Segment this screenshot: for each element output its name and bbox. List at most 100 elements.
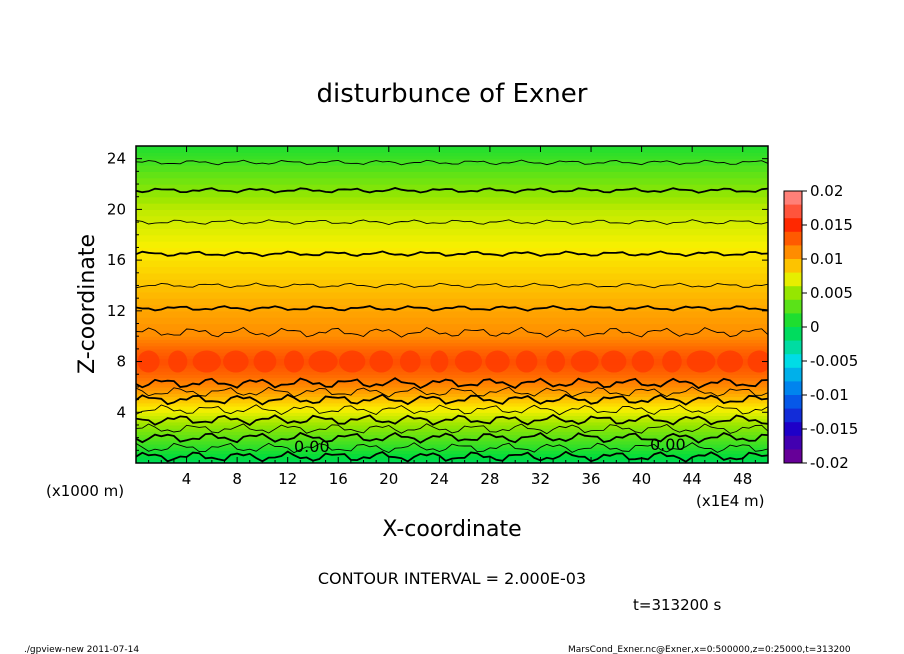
color-band	[136, 222, 768, 230]
x-tick-label: 32	[531, 470, 550, 488]
contour-line	[136, 377, 768, 390]
x-tick-label: 40	[632, 470, 651, 488]
color-band	[136, 358, 768, 363]
color-band	[136, 380, 768, 385]
color-band	[136, 149, 768, 153]
y-tick-label: 20	[107, 200, 126, 218]
color-band	[136, 450, 768, 455]
x-tick-label: 36	[581, 470, 600, 488]
footer-left: ./gpview-new 2011-07-14	[24, 645, 139, 654]
chart-title: disturbunce of Exner	[317, 79, 588, 109]
color-band	[136, 279, 768, 287]
color-band	[136, 171, 768, 179]
contour-label-1: 0.00	[294, 437, 330, 456]
max-blob	[223, 350, 249, 373]
color-band	[136, 146, 768, 150]
colorbar-swatch	[784, 435, 802, 450]
colorbar-swatch	[784, 327, 802, 341]
colorbar-swatch	[784, 354, 802, 369]
x-tick-label: 8	[232, 470, 242, 488]
color-band	[136, 348, 768, 353]
color-band	[136, 190, 768, 198]
x-tick-label: 12	[278, 470, 297, 488]
color-band	[136, 443, 768, 448]
contour-line	[136, 282, 768, 289]
colorbar-swatch	[784, 191, 802, 205]
contour-line	[136, 393, 768, 406]
max-blob	[747, 350, 768, 373]
colorbar-tick-label: 0	[810, 318, 820, 336]
color-band	[136, 184, 768, 191]
colorbar-swatch	[784, 395, 802, 409]
color-band	[136, 310, 768, 318]
color-band	[136, 253, 768, 261]
y-tick-label: 24	[107, 150, 126, 168]
color-band	[136, 228, 768, 236]
color-band	[136, 361, 768, 366]
x-tick-label: 44	[683, 470, 702, 488]
color-band	[136, 291, 768, 299]
colorbar-tick-label: 0.02	[810, 182, 843, 200]
x-axis-ticks: 4 8 12 16 20 24 28 32 36 40 44 48	[148, 146, 756, 488]
color-band	[136, 158, 768, 166]
y-axis-label: Z-coordinate	[75, 234, 100, 374]
contour-line	[136, 187, 768, 194]
color-band	[136, 453, 768, 458]
max-blob	[570, 350, 599, 373]
color-band	[136, 374, 768, 379]
colorbar-tick-label: 0.015	[810, 216, 853, 234]
colorbar-swatch	[784, 422, 802, 437]
max-blob	[338, 350, 366, 373]
color-band	[136, 298, 768, 306]
colorbar-tick-label: -0.01	[810, 386, 849, 404]
color-band	[136, 177, 768, 185]
contour-lines	[136, 159, 768, 463]
colorbar-tick-label: -0.015	[810, 420, 858, 438]
color-band	[136, 437, 768, 442]
y-tick-label: 8	[116, 353, 126, 371]
max-blob	[631, 350, 655, 373]
colorbar-swatch	[784, 449, 802, 464]
max-blob	[686, 350, 716, 373]
max-blob	[253, 350, 277, 373]
x-tick-label: 48	[733, 470, 752, 488]
footer-right: MarsCond_Exner.nc@Exner,x=0:500000,z=0:2…	[568, 645, 851, 654]
max-blob	[515, 350, 538, 373]
color-band	[136, 241, 768, 249]
color-band	[136, 405, 768, 410]
max-blob	[137, 350, 160, 373]
colorbar-swatch	[784, 245, 802, 260]
color-band	[136, 272, 768, 280]
color-band	[136, 393, 768, 398]
color-band	[136, 447, 768, 451]
color-band	[136, 377, 768, 382]
time-label: t=313200 s	[633, 596, 721, 614]
colorbar-tick-label: -0.02	[810, 454, 849, 472]
max-blob	[192, 350, 221, 373]
color-band	[136, 155, 768, 160]
contour-line	[136, 305, 768, 312]
color-band	[136, 383, 768, 388]
contour-line	[136, 386, 768, 398]
color-band	[136, 355, 768, 359]
color-band	[136, 345, 768, 350]
color-band	[136, 402, 768, 407]
color-band	[136, 196, 768, 204]
contour-line	[136, 219, 768, 225]
colorbar-tick-label: 0.005	[810, 284, 853, 302]
color-band	[136, 390, 768, 394]
color-band	[136, 165, 768, 172]
max-blob	[546, 350, 566, 373]
color-band	[136, 323, 768, 331]
colorbar-swatch	[784, 259, 802, 273]
color-band	[136, 285, 768, 293]
y-tick-label: 4	[116, 403, 126, 421]
colorbar-swatch	[784, 218, 802, 233]
color-band	[136, 152, 768, 157]
x-tick-label: 24	[430, 470, 449, 488]
color-band	[136, 367, 768, 372]
color-band	[136, 317, 768, 325]
colorbar-swatch	[784, 231, 802, 246]
color-band	[136, 209, 768, 217]
colorbar-swatch	[784, 286, 802, 301]
